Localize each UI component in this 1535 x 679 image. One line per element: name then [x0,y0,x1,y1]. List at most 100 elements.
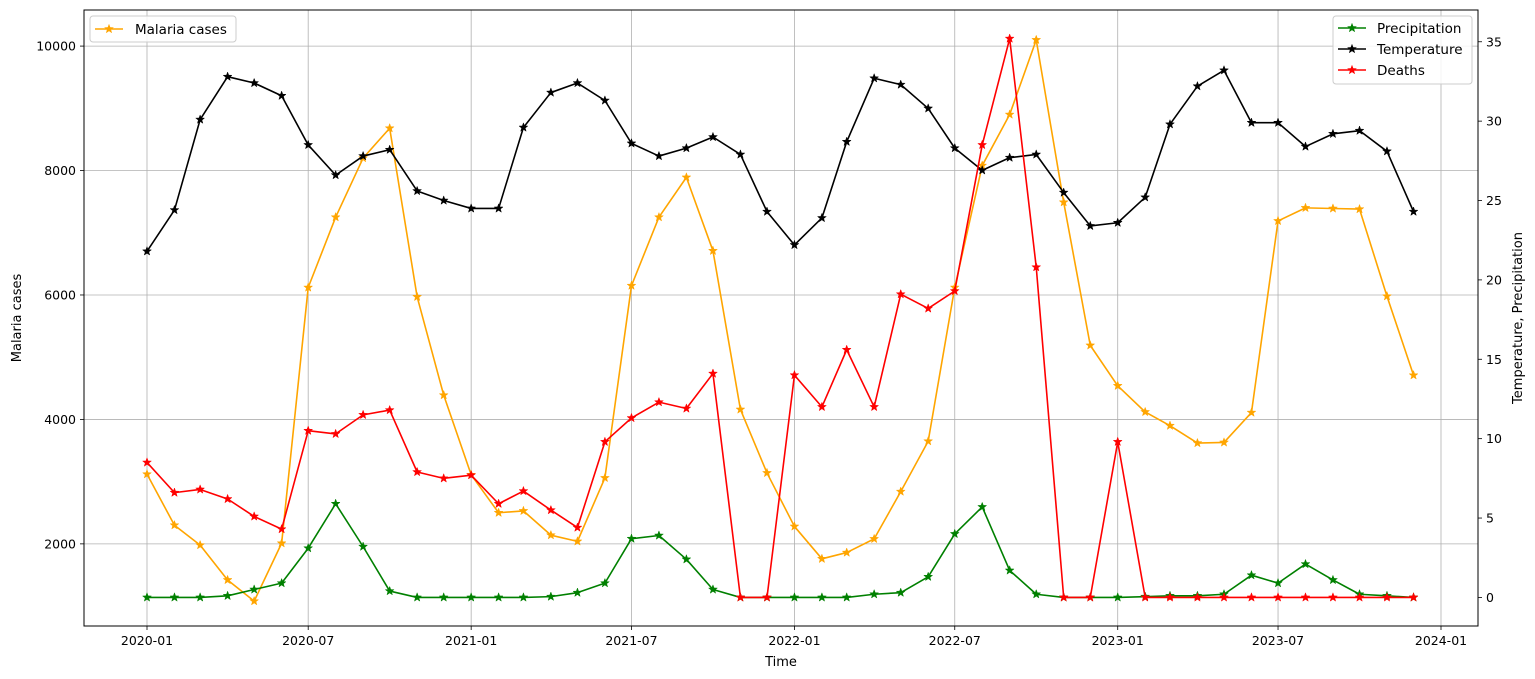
data-point-malaria-cases [1408,369,1419,380]
data-point-temperature [1192,80,1203,91]
data-point-deaths [518,485,529,496]
data-point-temperature [1327,128,1339,139]
data-point-malaria-cases [222,574,233,585]
left-tick-label: 10000 [36,39,76,54]
data-point-precipitation [869,588,880,599]
data-point-malaria-cases [816,553,827,564]
data-point-temperature [249,77,260,88]
data-point-temperature [681,142,692,153]
series-line-temperature [146,69,1415,252]
data-point-malaria-cases [330,211,341,222]
data-point-temperature [412,185,423,196]
data-point-temperature [303,139,314,150]
data-point-precipitation [141,592,153,602]
legend-marker-malaria [103,23,115,34]
data-point-temperature [466,203,477,213]
data-point-temperature [1004,152,1015,162]
data-point-deaths [653,396,665,407]
data-point-temperature [923,103,934,113]
data-point-temperature [195,114,206,124]
data-point-malaria-cases [869,533,880,544]
x-tick-label: 2021-07 [605,633,657,648]
data-point-deaths [303,425,314,436]
data-point-deaths [545,504,556,515]
data-point-deaths [841,344,852,355]
data-point-malaria-cases [276,537,287,548]
data-point-temperature [653,150,665,161]
left-y-axis: 2000 4000 6000 8000 10000 [36,39,84,551]
data-point-deaths [1164,592,1176,602]
data-point-deaths [1246,592,1257,602]
data-point-temperature [1140,192,1151,202]
x-axis: 2020-01 2020-07 2021-01 2021-07 2022-01 2022-… [121,626,1467,648]
series-deaths [141,33,1419,602]
x-tick-label: 2023-07 [1252,633,1304,648]
data-point-malaria-cases [493,507,504,518]
data-point-precipitation [599,577,610,588]
right-y-axis: 0 5 10 15 20 25 30 35 [1478,34,1502,605]
data-point-temperature [1085,220,1096,231]
series-line-precipitation [147,502,1414,599]
data-point-malaria-cases [195,539,206,550]
data-point-deaths [1004,33,1015,43]
data-point-deaths [276,523,287,534]
data-point-temperature [358,150,369,161]
right-legend-box [1332,15,1473,85]
left-axis-label: Malaria cases [10,274,25,363]
data-point-malaria-cases [1218,437,1230,447]
data-point-temperature [869,72,880,83]
data-point-temperature [789,239,800,250]
legend-label-temperature: Temperature [1376,42,1463,58]
data-point-deaths [1354,592,1365,602]
data-point-deaths [1085,592,1096,602]
data-point-deaths [1192,592,1203,602]
data-point-temperature [572,77,583,88]
data-point-deaths [977,139,988,150]
series-layer [141,33,1419,606]
data-point-deaths [466,469,477,480]
data-point-precipitation [195,592,206,602]
data-point-malaria-cases [384,122,395,133]
data-point-precipitation [1272,577,1284,588]
data-point-temperature [330,169,341,180]
legend-label-precipitation: Precipitation [1377,21,1461,37]
data-point-deaths [949,285,960,296]
data-point-malaria-cases [789,521,800,531]
data-point-temperature [493,203,504,213]
data-point-malaria-cases [1085,340,1096,350]
data-point-temperature [895,79,906,89]
right-tick-label: 5 [1486,511,1494,526]
data-point-precipitation [626,533,637,543]
data-point-malaria-cases [841,547,852,557]
data-point-malaria-cases [1327,203,1339,213]
data-point-temperature [949,142,960,153]
data-point-malaria-cases [141,468,153,479]
data-point-malaria-cases [681,172,692,182]
series-line-malaria-cases [146,39,1415,602]
data-point-deaths [141,457,153,467]
x-tick-label: 2023-01 [1092,633,1144,648]
data-point-temperature [626,138,637,148]
x-tick-label: 2020-01 [121,633,173,648]
data-point-temperature [816,212,827,223]
data-point-temperature [1300,141,1311,151]
data-point-temperature [1164,118,1176,129]
data-point-malaria-cases [735,404,746,414]
data-point-malaria-cases [895,486,906,496]
data-point-malaria-cases [1112,380,1123,391]
data-point-malaria-cases [923,435,934,446]
data-point-deaths [923,303,934,313]
data-point-deaths [869,401,880,412]
data-point-malaria-cases [1354,203,1365,214]
data-point-deaths [412,466,423,477]
data-point-temperature [438,195,449,205]
data-point-precipitation [789,592,800,602]
data-point-precipitation [977,501,988,512]
data-point-temperature [1218,64,1230,75]
data-point-precipitation [276,577,287,588]
right-tick-label: 15 [1486,352,1502,367]
right-tick-label: 25 [1486,193,1502,208]
data-point-deaths [493,498,504,509]
